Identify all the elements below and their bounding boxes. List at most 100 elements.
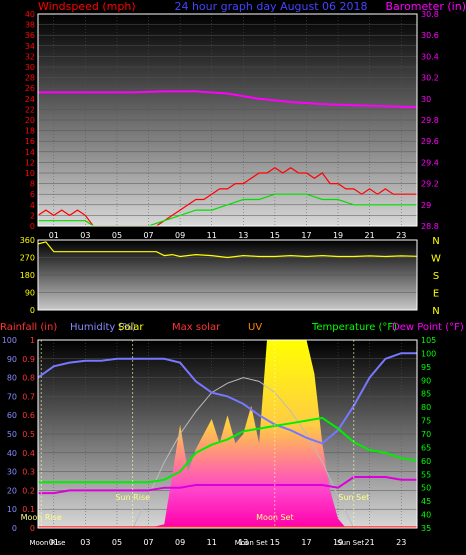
left-tick-label: 22: [25, 105, 35, 114]
temperature-line: [38, 416, 417, 484]
left-tick-label: 10: [25, 169, 35, 178]
x-tick-label: 21: [365, 231, 375, 240]
compass-label: N: [432, 306, 439, 317]
x-tick-label: 05: [112, 231, 122, 240]
left-tick-label: 0: [30, 306, 35, 315]
right-axis-title: Barometer (in): [386, 0, 466, 13]
temp-tick-label: 35: [421, 524, 431, 533]
bottom-event-label: Moon Set: [235, 539, 268, 547]
rain-humidity-panel: 100908070605040302010010.90.80.70.60.50.…: [0, 322, 464, 547]
panel-frame: [37, 339, 418, 529]
left-tick-label: 270: [20, 254, 35, 263]
right-tick-label: 30: [421, 95, 431, 104]
humidity-tick-label: 100: [2, 336, 17, 345]
temp-tick-label: 65: [421, 443, 431, 452]
right-tick-label: 30.8: [421, 10, 439, 19]
temp-tick-label: 100: [421, 349, 436, 358]
left-tick-label: 2: [30, 211, 35, 220]
humidity-tick-label: 80: [7, 374, 17, 383]
x-tick-label: 07: [143, 231, 153, 240]
left-tick-label: 24: [25, 95, 35, 104]
x-tick-label: 13: [238, 538, 248, 547]
rain-tick-label: 0.2: [22, 486, 35, 495]
left-axis-title: Windspeed (mph): [38, 0, 136, 13]
left-tick-label: 36: [25, 31, 35, 40]
rain-tick-label: 0.3: [22, 468, 35, 477]
series-layer: [38, 340, 417, 528]
left-tick-label: 90: [25, 289, 35, 298]
x-tick-label: 09: [175, 538, 185, 547]
right-tick-label: 30.2: [421, 74, 439, 83]
series-layer: [38, 90, 417, 226]
max-solar-line: [132, 377, 355, 528]
right-tick-label: 29.4: [421, 158, 439, 167]
rain-tick-label: 0.6: [22, 411, 35, 420]
x-tick-label: 17: [301, 538, 311, 547]
x-tick-label: 07: [143, 538, 153, 547]
humidity-tick-label: 10: [7, 505, 17, 514]
x-tick-label: 05: [112, 538, 122, 547]
left-tick-label: 12: [25, 158, 35, 167]
tick-labels: 100908070605040302010010.90.80.70.60.50.…: [2, 336, 437, 547]
humidity-tick-label: 60: [7, 411, 17, 420]
left-tick-label: 8: [30, 180, 35, 189]
x-tick-label: 23: [396, 538, 406, 547]
left-tick-label: 18: [25, 127, 35, 136]
temp-tick-label: 90: [421, 376, 431, 385]
compass-label: N: [432, 236, 439, 247]
left-tick-label: 38: [25, 21, 35, 30]
temp-tick-label: 95: [421, 363, 431, 372]
rain-tick-label: 0.5: [22, 430, 35, 439]
bottom-event-label: Sun Set: [337, 539, 364, 547]
left-tick-label: 28: [25, 74, 35, 83]
x-tick-label: 19: [333, 538, 343, 547]
rain-tick-label: 0.8: [22, 374, 35, 383]
temp-tick-label: 80: [421, 403, 431, 412]
x-tick-label: 01: [49, 538, 59, 547]
humidity-tick-label: 20: [7, 486, 17, 495]
series-line: [38, 241, 417, 259]
temp-tick-label: 75: [421, 417, 431, 426]
x-tick-label: 01: [49, 231, 59, 240]
left-tick-label: 180: [20, 271, 35, 280]
humidity-tick-label: 50: [7, 430, 17, 439]
event-label: Moon Set: [256, 513, 293, 522]
humidity-tick-label: 40: [7, 449, 17, 458]
tick-labels: 403836343230282624222018161412108642030.…: [25, 10, 439, 240]
panel-frame: [37, 239, 418, 311]
series-line: [38, 193, 417, 226]
right-tick-label: 29: [421, 201, 431, 210]
right-tick-label: 28.8: [421, 222, 439, 231]
x-tick-label: 17: [301, 231, 311, 240]
series-line: [38, 166, 417, 226]
left-tick-label: 360: [20, 236, 35, 245]
x-tick-label: 03: [80, 538, 90, 547]
bottom-event-label: Moon Rise: [29, 539, 65, 547]
x-tick-label: 11: [207, 231, 217, 240]
series-layer: [38, 241, 417, 259]
panel-frame: [37, 13, 418, 227]
rain-tick-label: 0.9: [22, 355, 35, 364]
grid: [38, 13, 417, 227]
temp-tick-label: 50: [421, 484, 431, 493]
humidity-tick-label: 30: [7, 468, 17, 477]
x-tick-label: 15: [270, 231, 280, 240]
compass-label: S: [433, 271, 439, 282]
humidity-tick-label: 0: [12, 524, 17, 533]
compass-label: E: [433, 289, 439, 300]
x-tick-label: 23: [396, 231, 406, 240]
compass-label: W: [431, 254, 441, 265]
temp-tick-label: 105: [421, 336, 436, 345]
legend-entry: Dew Point (°F): [392, 322, 464, 333]
right-tick-label: 29.2: [421, 180, 439, 189]
rain-tick-label: 0.1: [22, 505, 35, 514]
solar-area: [38, 340, 417, 528]
left-tick-label: 14: [25, 148, 35, 157]
legend-entry: Solar: [118, 322, 144, 333]
x-tick-label: 03: [80, 231, 90, 240]
x-tick-label: 21: [365, 538, 375, 547]
left-tick-label: 26: [25, 84, 35, 93]
right-tick-label: 30.4: [421, 52, 439, 61]
x-tick-label: 09: [175, 231, 185, 240]
